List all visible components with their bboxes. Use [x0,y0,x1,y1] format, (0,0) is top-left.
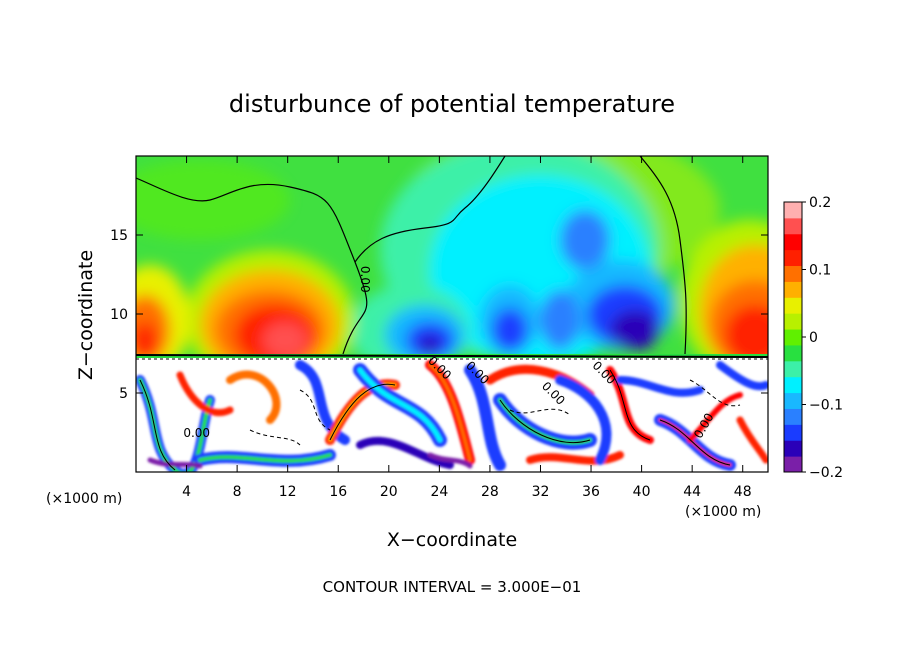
x-unit-label-right: (×1000 m) [685,504,761,520]
colorbar-ticks: 0.2 0.1 0 −0.1 −0.2 [802,195,843,481]
x-tick-label: 4 [182,484,191,500]
colorbar-swatch [784,440,802,457]
y-tick-label: 10 [110,307,128,323]
colorbar-tick-label: −0.2 [809,465,843,481]
heatmap-field [136,156,768,472]
colorbar [784,202,802,473]
colorbar-swatch [784,408,802,425]
x-tick-label: 24 [430,484,448,500]
colorbar-swatch [784,392,802,409]
x-axis-label: X−coordinate [387,529,517,551]
colorbar-swatch [784,424,802,441]
x-tick-label: 28 [481,484,499,500]
chart-title: disturbunce of potential temperature [229,90,675,118]
colorbar-swatch [784,456,802,473]
colorbar-swatch [784,281,802,298]
colorbar-swatch [784,202,802,219]
colorbar-swatch [784,217,802,235]
interface-layer [136,354,768,360]
colorbar-swatch [784,329,802,346]
colorbar-tick-label: 0.2 [809,195,831,211]
y-axis-ticks: 5 10 15 [110,228,768,402]
colorbar-swatch [784,376,802,394]
colorbar-tick-label: 0 [809,330,818,346]
x-tick-label: 32 [532,484,550,500]
y-tick-label: 15 [110,228,128,244]
lower-turbulent-layer [136,357,768,472]
zero-contour-lines [136,156,687,355]
colorbar-swatch [784,360,802,378]
colorbar-swatch [784,344,802,362]
colorbar-swatch [784,249,802,267]
upper-layer-field [136,156,768,390]
colorbar-swatch [784,265,802,282]
contour-interval-note: CONTOUR INTERVAL = 3.000E−01 [323,578,582,596]
colorbar-swatch [784,297,802,314]
colorbar-tick-label: −0.1 [809,398,843,414]
x-tick-label: 16 [329,484,347,500]
colorbar-swatch [784,233,802,251]
x-tick-label: 8 [233,484,242,500]
x-tick-label: 44 [683,484,701,500]
y-axis-label: Z−coordinate [75,250,97,380]
contour-label: 0.00 [358,266,372,293]
x-tick-label: 20 [380,484,398,500]
x-tick-label: 40 [633,484,651,500]
x-tick-label: 36 [582,484,600,500]
colorbar-tick-label: 0.1 [809,263,831,279]
contour-label: 0.00 [183,426,210,440]
x-axis-ticks: 4 8 12 16 20 24 28 32 36 40 44 48 [182,156,752,500]
x-tick-label: 12 [279,484,297,500]
x-unit-label-left: (×1000 m) [46,491,122,507]
colorbar-swatch [784,313,802,330]
y-tick-label: 5 [119,386,128,402]
x-tick-label: 48 [734,484,752,500]
